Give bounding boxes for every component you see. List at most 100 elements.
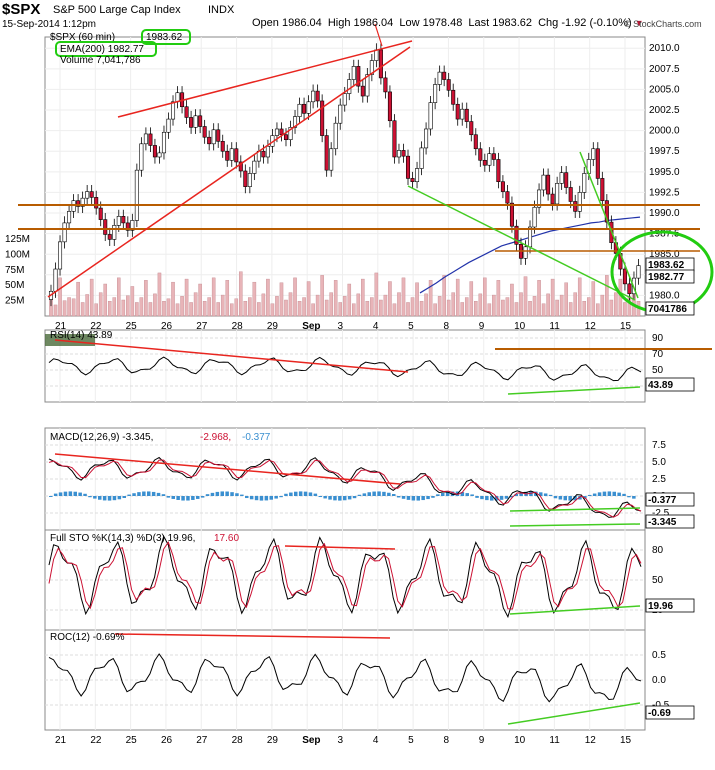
candle-body (428, 102, 433, 130)
low-label: Low (399, 17, 420, 29)
ema-tag: 1982.77 (648, 272, 685, 283)
macd-hist-tag: -0.377 (648, 495, 677, 506)
volume-bar (342, 296, 347, 317)
macd-tag: -3.345 (648, 517, 677, 528)
candle-body (396, 150, 401, 158)
volume-bar (261, 293, 266, 317)
candle-body (365, 74, 370, 97)
candle-body (329, 148, 334, 171)
ema-legend-box (55, 41, 157, 57)
candle-body (265, 145, 270, 158)
macd-histogram-bar (93, 496, 97, 499)
volume-bar (225, 280, 230, 317)
candle-body (532, 206, 537, 228)
roc-line (48, 653, 642, 703)
macd-histogram-bar (480, 496, 484, 500)
volume-bar (478, 293, 483, 317)
candle-body (546, 174, 551, 195)
x-tick-label-bottom: 15 (620, 735, 632, 746)
price-tick-label: 1987.5 (649, 229, 680, 240)
candle-body (207, 136, 212, 145)
macd-histogram-bar (147, 491, 151, 496)
volume-bar (501, 299, 505, 317)
volume-bar (98, 292, 103, 317)
volume-bar (80, 302, 85, 317)
macd-histogram-bar (602, 491, 607, 496)
macd-tick-label: 5.0 (652, 457, 666, 468)
macd-histogram-bar (543, 493, 548, 496)
macd-histogram-bar (372, 491, 376, 496)
candle-body (383, 77, 388, 93)
macd-histogram-bar (597, 492, 602, 496)
candle-body (229, 148, 234, 161)
volume-bar (510, 283, 514, 317)
x-tick-label: 15 (620, 321, 632, 332)
x-tick-label-bottom: 26 (161, 735, 173, 746)
volume-bar (144, 280, 148, 317)
volume-bar (419, 301, 424, 317)
volume-bar (207, 297, 211, 317)
volume-bar (329, 292, 333, 317)
macd-histogram-bar (583, 496, 587, 499)
volume-bar (582, 301, 587, 317)
volume-bar (451, 292, 455, 317)
macd-histogram-bar (200, 496, 205, 498)
candle-body (564, 172, 569, 188)
volume-bar (211, 277, 216, 317)
x-tick-label: 29 (267, 321, 279, 332)
candle-body (116, 216, 121, 226)
rsi-tag: 43.89 (648, 380, 673, 391)
candle-body (622, 268, 627, 285)
macd-histogram-bar (431, 496, 435, 498)
candle-body (469, 121, 474, 136)
macd-histogram-bar (205, 494, 210, 496)
macd-histogram-bar (333, 496, 337, 501)
volume-bar (351, 303, 356, 317)
macd-histogram-bar (328, 496, 332, 500)
volume-bar (107, 301, 112, 317)
candle-body (279, 128, 284, 136)
candle-body (297, 103, 302, 117)
candle-body (225, 150, 230, 161)
macd-tick-label: 2.5 (652, 474, 666, 485)
macd-signal-legend: -2.968, (200, 432, 231, 443)
macd-histogram-bar (156, 492, 161, 496)
macd-histogram-bar (117, 496, 122, 500)
volume-bar (573, 292, 577, 317)
price-tick-label: 1997.5 (649, 146, 680, 157)
arrow-red (374, 23, 383, 47)
volume-bar (361, 278, 365, 317)
candle-body (62, 222, 67, 243)
candle-body (148, 133, 153, 146)
volume-bar (234, 298, 239, 317)
candle-body (320, 100, 325, 136)
candle-body (487, 153, 492, 166)
candle-body (636, 265, 641, 279)
macd-histogram-bar (612, 491, 616, 496)
macd-legend: MACD(12,26,9) -3.345, (50, 432, 153, 443)
candle-body (600, 178, 605, 201)
macd-histogram-bar (318, 496, 322, 498)
candle-body (347, 79, 352, 94)
macd-histogram-bar (274, 496, 278, 499)
macd-tick-label: -2.5 (652, 508, 670, 519)
candle-body (193, 115, 198, 128)
x-tick-label: 25 (126, 321, 138, 332)
candle-body (374, 49, 379, 61)
candle-body (496, 159, 501, 183)
volume-bar (121, 299, 126, 317)
volume-tick-label: 125M (5, 234, 30, 245)
volume-bar (397, 292, 401, 317)
x-tick-label: 26 (161, 321, 173, 332)
volume-bar (293, 277, 297, 317)
candle-body (211, 129, 216, 145)
macd-histogram-bar (137, 492, 141, 496)
volume-bar (546, 293, 550, 317)
rsi-trend-red (54, 339, 409, 373)
volume-tick-label: 25M (5, 296, 24, 307)
candle-body (161, 131, 166, 154)
candle-body (582, 173, 587, 193)
macd-histogram-bar (166, 496, 171, 498)
macd-histogram-bar (308, 492, 313, 496)
macd-histogram-bar (622, 493, 626, 496)
